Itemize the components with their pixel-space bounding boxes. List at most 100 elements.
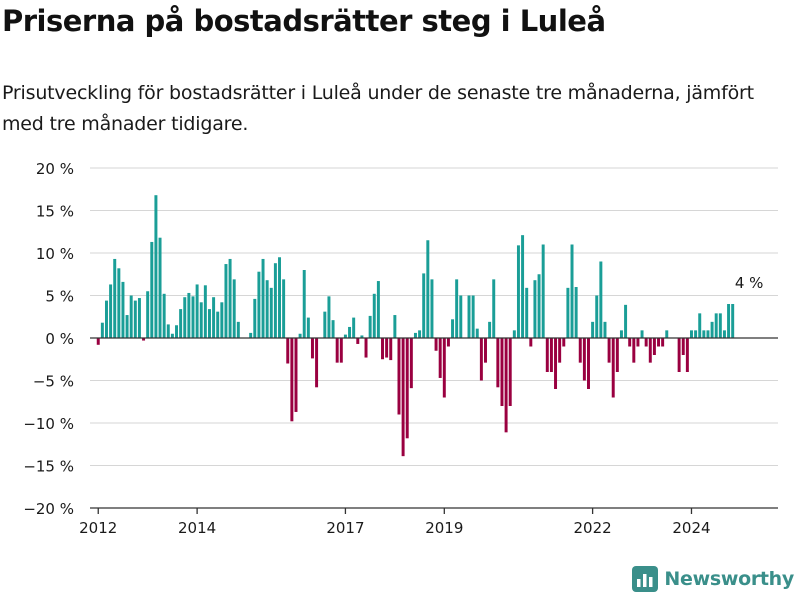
bar: [422, 273, 426, 338]
bar: [397, 338, 401, 415]
bar: [562, 338, 566, 347]
bar: [236, 321, 240, 338]
y-tick-label: −15 %: [23, 458, 74, 476]
bar: [644, 338, 648, 347]
bar: [611, 338, 615, 398]
x-tick-label: 2017: [326, 519, 364, 537]
bar: [615, 338, 619, 372]
bar: [496, 338, 500, 388]
bar: [381, 338, 384, 360]
brand-logo[interactable]: Newsworthy: [632, 566, 794, 592]
bar: [640, 330, 644, 338]
bar: [690, 330, 693, 338]
bar: [545, 338, 549, 372]
bar: [632, 338, 636, 363]
bar: [170, 333, 174, 338]
bar: [657, 338, 661, 347]
bar: [570, 244, 574, 338]
bar: [418, 330, 422, 338]
bar: [249, 332, 253, 338]
bar: [619, 330, 623, 338]
bar: [150, 241, 154, 338]
bar: [599, 261, 603, 338]
bar: [100, 322, 104, 338]
bar: [269, 287, 273, 338]
bar: [323, 311, 327, 338]
x-tick-label: 2019: [425, 519, 463, 537]
bar: [133, 300, 137, 338]
bar: [484, 338, 487, 363]
bar: [257, 271, 261, 338]
bar: [516, 245, 520, 338]
bar: [105, 300, 108, 338]
bar: [162, 293, 166, 338]
bar: [117, 268, 121, 338]
bar: [685, 338, 689, 372]
bar: [212, 297, 216, 338]
bar: [710, 321, 714, 338]
bar: [488, 321, 492, 338]
bar: [109, 284, 113, 338]
bar: [533, 280, 537, 338]
bar: [232, 279, 236, 338]
bar: [113, 258, 117, 338]
bar: [446, 338, 450, 347]
x-tick-label: 2014: [178, 519, 216, 537]
bar: [376, 281, 380, 338]
bar: [220, 302, 224, 338]
bar: [694, 330, 698, 338]
bar: [310, 338, 314, 359]
bar: [179, 309, 183, 338]
bar: [203, 285, 207, 338]
y-tick-label: 5 %: [45, 288, 74, 306]
bar: [129, 295, 133, 338]
bar: [372, 293, 376, 338]
bar: [558, 338, 562, 363]
bar: [302, 270, 306, 338]
bar: [500, 338, 504, 406]
bar: [368, 315, 372, 338]
bar: [166, 324, 170, 338]
bar: [467, 295, 471, 338]
bar: [681, 338, 685, 355]
bar: [714, 313, 718, 338]
bar: [438, 338, 442, 378]
y-tick-label: −20 %: [23, 500, 74, 518]
bar: [479, 338, 483, 381]
bar: [298, 333, 302, 338]
bar: [591, 321, 595, 338]
bar: [603, 321, 607, 338]
bar: [216, 311, 220, 338]
brand-name: Newsworthy: [664, 568, 794, 590]
bar: [253, 298, 257, 338]
bar: [430, 279, 434, 338]
bar: [360, 335, 364, 338]
bar: [282, 279, 286, 338]
bar: [578, 338, 582, 363]
bar: [471, 295, 475, 338]
bar: [331, 320, 335, 338]
bar: [405, 338, 409, 439]
bar: [508, 338, 512, 406]
bar: [191, 296, 195, 338]
bar: [442, 338, 446, 398]
bar: [492, 279, 496, 338]
y-tick-label: 0 %: [45, 330, 74, 348]
bar: [385, 338, 389, 358]
bar: [265, 280, 269, 338]
y-tick-label: 15 %: [36, 203, 74, 221]
bar: [607, 338, 611, 363]
bar: [199, 302, 203, 338]
bar: [146, 291, 150, 338]
bar: [426, 240, 430, 338]
bar: [677, 338, 681, 372]
bar: [286, 338, 290, 364]
bar: [661, 338, 665, 347]
bar: [195, 284, 199, 338]
bar: [475, 328, 479, 338]
bar: [731, 304, 735, 338]
bar: [364, 338, 368, 358]
bar: [294, 338, 298, 412]
bar: [175, 325, 178, 338]
chart-subtitle: Prisutveckling för bostadsrätter i Luleå…: [2, 82, 754, 135]
